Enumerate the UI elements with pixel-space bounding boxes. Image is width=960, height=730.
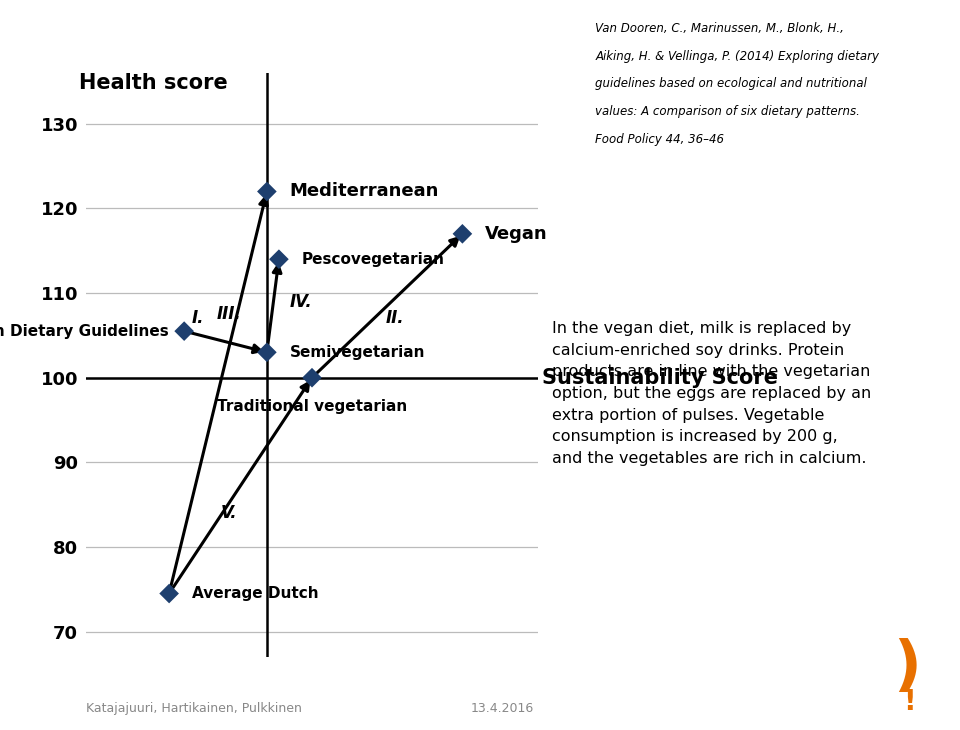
Text: III.: III. bbox=[217, 304, 242, 323]
Text: Food Policy 44, 36–46: Food Policy 44, 36–46 bbox=[595, 133, 724, 146]
Text: values: A comparison of six dietary patterns.: values: A comparison of six dietary patt… bbox=[595, 105, 860, 118]
Point bbox=[161, 588, 177, 599]
Text: V.: V. bbox=[221, 504, 237, 522]
Point bbox=[259, 347, 275, 358]
Text: ): ) bbox=[893, 639, 922, 697]
Text: IV.: IV. bbox=[290, 293, 312, 310]
Text: Mediterranean: Mediterranean bbox=[290, 182, 439, 201]
Text: Van Dooren, C., Marinussen, M., Blonk, H.,: Van Dooren, C., Marinussen, M., Blonk, H… bbox=[595, 22, 844, 35]
Point bbox=[259, 185, 275, 197]
Text: II.: II. bbox=[385, 310, 404, 328]
Point bbox=[304, 372, 320, 383]
Text: Semivegetarian: Semivegetarian bbox=[290, 345, 425, 360]
Text: 13.4.2016: 13.4.2016 bbox=[470, 702, 534, 715]
Text: Traditional vegetarian: Traditional vegetarian bbox=[217, 399, 407, 414]
Text: Aiking, H. & Vellinga, P. (2014) Exploring dietary: Aiking, H. & Vellinga, P. (2014) Explori… bbox=[595, 50, 879, 63]
Text: guidelines based on ecological and nutritional: guidelines based on ecological and nutri… bbox=[595, 77, 867, 91]
Text: Vegan: Vegan bbox=[485, 225, 547, 243]
Text: In the vegan diet, milk is replaced by
calcium-enriched soy drinks. Protein
prod: In the vegan diet, milk is replaced by c… bbox=[552, 321, 872, 466]
Point bbox=[272, 253, 287, 265]
Text: Pescovegetarian: Pescovegetarian bbox=[301, 252, 444, 266]
Text: I.: I. bbox=[191, 310, 204, 328]
Text: Dutch Dietary Guidelines: Dutch Dietary Guidelines bbox=[0, 323, 169, 339]
Point bbox=[177, 326, 192, 337]
Text: Katajajuuri, Hartikainen, Pulkkinen: Katajajuuri, Hartikainen, Pulkkinen bbox=[86, 702, 302, 715]
Text: Sustainability Score: Sustainability Score bbox=[542, 368, 779, 388]
Text: Health score: Health score bbox=[79, 73, 228, 93]
Point bbox=[455, 228, 470, 239]
Text: Average Dutch: Average Dutch bbox=[192, 586, 319, 601]
Text: !: ! bbox=[902, 688, 916, 716]
